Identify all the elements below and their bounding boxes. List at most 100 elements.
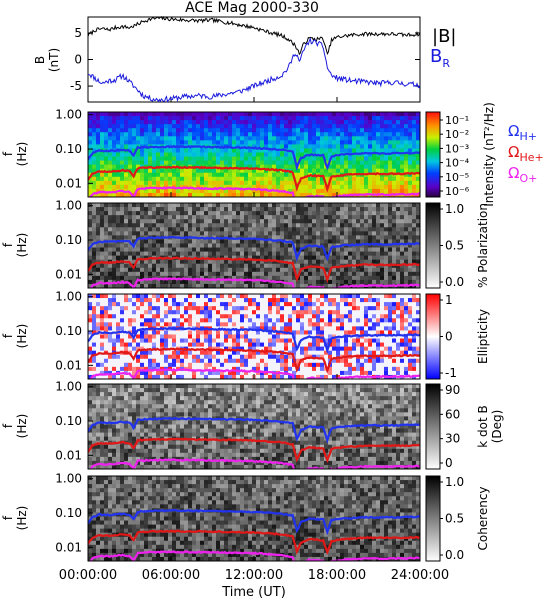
spectrogram-cell [92, 124, 97, 129]
spectrogram-cell [284, 255, 289, 261]
spectrogram-cell [180, 358, 185, 364]
spectrogram-cell [320, 350, 325, 356]
spectrogram-cell [136, 259, 141, 265]
spectrogram-cell [412, 124, 417, 129]
spectrogram-cell [240, 271, 245, 277]
spectrogram-cell [276, 203, 281, 208]
spectrogram-cell [120, 298, 125, 303]
spectrogram-cell [108, 247, 113, 253]
spectrogram-cell [232, 294, 237, 299]
spectrogram-cell [416, 223, 420, 228]
spectrogram-cell [208, 358, 213, 364]
spectrogram-cell [296, 255, 301, 261]
spectrogram-cell [132, 350, 137, 356]
spectrogram-cell [240, 180, 245, 186]
spectrogram-cell [152, 330, 157, 336]
spectrogram-cell [144, 156, 149, 162]
spectrogram-cell [140, 275, 145, 281]
spectrogram-cell [252, 302, 257, 307]
spectrogram-cell [256, 275, 261, 281]
spectrogram-cell [128, 156, 133, 162]
spectrogram-cell [368, 120, 373, 125]
spectrogram-cell [144, 334, 149, 340]
spectrogram-cell [100, 326, 105, 332]
spectrogram-cell [252, 247, 257, 253]
spectrogram-cell [136, 243, 141, 249]
spectrogram-cell [248, 314, 253, 319]
spectrogram-cell [132, 219, 137, 224]
spectrogram-cell [176, 116, 181, 121]
spectrogram-cell [340, 326, 345, 332]
spectrogram-cell [208, 160, 213, 166]
spectrogram-cell [124, 338, 129, 344]
spectrogram-cell [276, 354, 281, 360]
spectrogram-cell [408, 239, 413, 245]
spectrogram-cell [220, 338, 225, 344]
spectrogram-cell [408, 168, 413, 174]
spectrogram-cell [108, 207, 113, 212]
spectrogram-cell [336, 132, 341, 137]
spectrogram-cell [144, 211, 149, 216]
spectrogram-cell [320, 219, 325, 224]
spectrogram-cell [268, 168, 273, 174]
spectrogram-cell [276, 227, 281, 232]
spectrogram-cell [148, 354, 153, 360]
spectrogram-cell [176, 203, 181, 208]
spectrogram-cell [404, 243, 409, 249]
spectrogram-cell [240, 255, 245, 261]
spectrogram-cell [112, 251, 117, 257]
spectrogram-cell [248, 192, 253, 197]
spectrogram-cell [356, 112, 361, 117]
spectrogram-cell [364, 275, 369, 281]
spectrogram-cell [324, 298, 329, 303]
spectrogram-cell [372, 168, 377, 174]
spectrogram-cell [124, 235, 129, 241]
spectrogram-cell [412, 168, 417, 174]
spectrogram-cell [204, 184, 209, 190]
colorbar-tick-label: 10⁻⁶ [445, 185, 470, 198]
spectrogram-cell [292, 294, 297, 299]
spectrogram-cell [232, 314, 237, 319]
spectrogram-cell [300, 144, 305, 150]
spectrogram-cell [384, 128, 389, 133]
spectrogram-cell [144, 215, 149, 220]
spectrogram-cell [348, 294, 353, 299]
spectrogram-cell [232, 271, 237, 277]
spectrogram-cell [308, 338, 313, 344]
spectrogram-cell [248, 362, 253, 368]
spectrogram-cell [408, 152, 413, 158]
spectrogram-cell [396, 275, 401, 281]
spectrogram-cell [272, 374, 277, 379]
spectrogram-cell [160, 342, 165, 348]
spectrogram-cell [372, 184, 377, 190]
spectrogram-cell [88, 358, 93, 364]
spectrogram-cell [316, 140, 321, 145]
spectrogram-cell [280, 184, 285, 190]
spectrogram-cell [96, 235, 101, 241]
spectrogram-cell [400, 160, 405, 166]
spectrogram-cell [204, 279, 209, 285]
spectrogram-cell [120, 267, 125, 273]
spectrogram-cell [104, 160, 109, 166]
spectrogram-cell [344, 306, 349, 311]
spectrogram-cell [164, 128, 169, 133]
spectrogram-cell [172, 227, 177, 232]
spectrogram-cell [200, 302, 205, 307]
spectrogram-cell [100, 156, 105, 162]
spectrogram-cell [104, 116, 109, 121]
spectrogram-cell [192, 342, 197, 348]
spectrogram-cell [192, 350, 197, 356]
spectrogram-cell [264, 140, 269, 145]
spectrogram-cell [264, 263, 269, 269]
spectrogram-cell [320, 239, 325, 245]
spectrogram-cell [148, 342, 153, 348]
spectrogram-cell [412, 279, 417, 285]
spectrogram-cell [212, 136, 217, 141]
spectrogram-cell [272, 192, 277, 197]
spectrogram-cell [364, 160, 369, 166]
spectrogram-cell [276, 251, 281, 257]
gyro-line-he [88, 256, 420, 284]
spectrogram-cell [220, 211, 225, 216]
spectrogram-cell [300, 188, 305, 194]
spectrogram-cell [352, 255, 357, 261]
